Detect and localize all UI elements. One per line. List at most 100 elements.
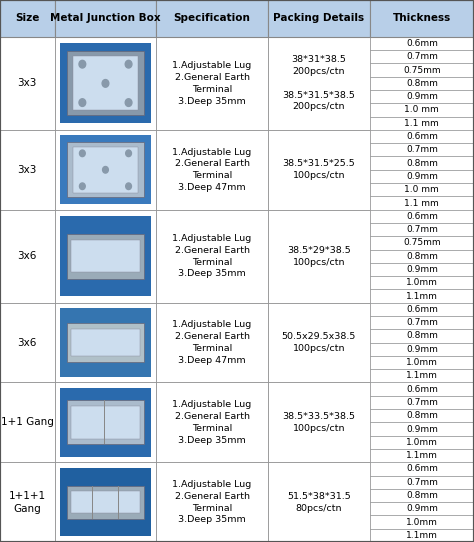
Text: Specification: Specification [173, 14, 251, 23]
Text: 0.6mm: 0.6mm [406, 132, 438, 141]
Bar [370, 356, 474, 369]
Text: 0.8mm: 0.8mm [406, 411, 438, 420]
Bar [370, 515, 474, 528]
Text: 0.8mm: 0.8mm [406, 332, 438, 340]
Bar [268, 303, 370, 383]
Text: 1.1mm: 1.1mm [406, 292, 438, 301]
Text: 1.Adjustable Lug
2.General Earth
Terminal
3.Deep 35mm: 1.Adjustable Lug 2.General Earth Termina… [173, 400, 252, 444]
Bar [370, 502, 474, 515]
Text: 0.6mm: 0.6mm [406, 39, 438, 48]
Text: 1+1 Gang: 1+1 Gang [1, 417, 54, 427]
Bar [370, 170, 474, 183]
Bar [104, 401, 105, 444]
Circle shape [126, 150, 131, 157]
Bar [156, 130, 268, 210]
Text: 0.7mm: 0.7mm [406, 318, 438, 327]
Bar [268, 383, 370, 462]
Text: 51.5*38*31.5
80pcs/ctn: 51.5*38*31.5 80pcs/ctn [287, 492, 351, 513]
Text: Packing Details: Packing Details [273, 14, 365, 23]
Text: 0.75mm: 0.75mm [403, 66, 441, 75]
Bar [370, 50, 474, 63]
Text: Thickness: Thickness [393, 14, 451, 23]
Bar [67, 51, 144, 115]
Bar [0, 383, 55, 462]
Text: 1.Adjustable Lug
2.General Earth
Terminal
3.Deep 35mm: 1.Adjustable Lug 2.General Earth Termina… [173, 480, 252, 524]
Bar [370, 462, 474, 475]
Bar [370, 196, 474, 210]
Bar [268, 462, 370, 542]
Bar [370, 276, 474, 289]
Bar [370, 210, 474, 223]
Circle shape [102, 166, 109, 173]
Bar [156, 303, 268, 383]
Text: 1.Adjustable Lug
2.General Earth
Terminal
3.Deep 35mm: 1.Adjustable Lug 2.General Earth Termina… [173, 61, 252, 106]
Bar [370, 117, 474, 130]
Bar [370, 104, 474, 117]
Bar [156, 383, 268, 462]
Bar [67, 234, 144, 279]
Text: 0.9mm: 0.9mm [406, 504, 438, 513]
Text: 1.Adjustable Lug
2.General Earth
Terminal
3.Deep 47mm: 1.Adjustable Lug 2.General Earth Termina… [173, 320, 252, 365]
Text: 0.7mm: 0.7mm [406, 225, 438, 234]
Bar [370, 37, 474, 50]
Bar [55, 303, 156, 383]
Bar [67, 401, 144, 444]
Circle shape [80, 150, 85, 157]
Bar [67, 486, 144, 519]
Bar [73, 147, 138, 193]
Text: 38*31*38.5
200pcs/ctn

38.5*31.5*38.5
200pcs/ctn: 38*31*38.5 200pcs/ctn 38.5*31.5*38.5 200… [283, 55, 355, 112]
Bar [370, 409, 474, 422]
Bar [71, 240, 140, 272]
Text: 1.1mm: 1.1mm [406, 371, 438, 380]
Circle shape [79, 99, 86, 106]
Bar [370, 396, 474, 409]
Bar [370, 90, 474, 104]
Bar [370, 316, 474, 330]
Text: 1.1mm: 1.1mm [406, 531, 438, 540]
Bar [370, 77, 474, 90]
Bar [268, 37, 370, 130]
Bar [370, 528, 474, 542]
Bar [0, 37, 55, 130]
Text: 1.1 mm: 1.1 mm [404, 198, 439, 208]
Bar [0, 0, 55, 37]
Bar [370, 263, 474, 276]
Circle shape [126, 183, 131, 190]
Text: 0.8mm: 0.8mm [406, 251, 438, 261]
Circle shape [80, 183, 85, 190]
Bar [60, 308, 151, 377]
Text: 0.9mm: 0.9mm [406, 424, 438, 434]
Bar [73, 56, 138, 110]
Bar [55, 130, 156, 210]
Text: 1.Adjustable Lug
2.General Earth
Terminal
3.Deep 35mm: 1.Adjustable Lug 2.General Earth Termina… [173, 234, 252, 279]
Bar [67, 324, 144, 362]
Bar [370, 223, 474, 236]
Text: 0.9mm: 0.9mm [406, 265, 438, 274]
Bar [370, 303, 474, 316]
Text: 0.6mm: 0.6mm [406, 305, 438, 314]
Text: 1.Adjustable Lug
2.General Earth
Terminal
3.Deep 47mm: 1.Adjustable Lug 2.General Earth Termina… [173, 147, 252, 192]
Bar [370, 0, 474, 37]
Bar [60, 136, 151, 204]
Bar [0, 130, 55, 210]
Text: 0.9mm: 0.9mm [406, 345, 438, 354]
Text: 1.0mm: 1.0mm [406, 358, 438, 367]
Bar [55, 0, 156, 37]
Text: 3x3: 3x3 [18, 165, 37, 175]
Bar [156, 210, 268, 303]
Bar [370, 383, 474, 396]
Text: 1.0mm: 1.0mm [406, 518, 438, 527]
Bar [370, 369, 474, 383]
Bar [156, 462, 268, 542]
Bar [370, 289, 474, 303]
Text: 3x3: 3x3 [18, 79, 37, 88]
Text: 1.0mm: 1.0mm [406, 278, 438, 287]
Text: 0.8mm: 0.8mm [406, 491, 438, 500]
Bar [60, 43, 151, 124]
Text: 38.5*31.5*25.5
100pcs/ctn: 38.5*31.5*25.5 100pcs/ctn [283, 159, 355, 180]
Text: 0.6mm: 0.6mm [406, 464, 438, 473]
Bar [370, 422, 474, 436]
Circle shape [79, 60, 86, 68]
Text: 38.5*33.5*38.5
100pcs/ctn: 38.5*33.5*38.5 100pcs/ctn [282, 412, 356, 433]
Bar [55, 210, 156, 303]
